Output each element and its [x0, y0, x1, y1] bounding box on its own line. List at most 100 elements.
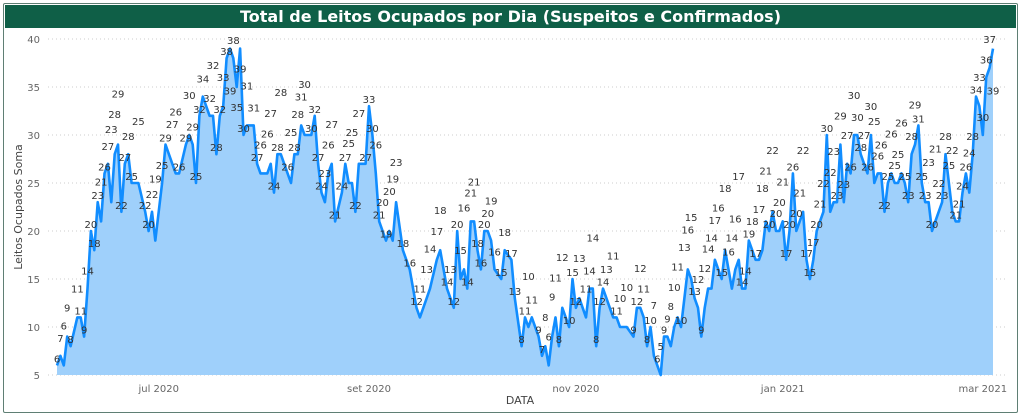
data-label: 27 [166, 120, 179, 131]
data-label: 21 [329, 210, 342, 221]
data-label: 31 [241, 81, 254, 92]
data-label: 28 [905, 132, 918, 143]
data-label: 9 [549, 293, 555, 304]
data-label: 27 [858, 131, 871, 142]
data-label: 17 [505, 249, 518, 260]
data-label: 18 [471, 239, 484, 250]
data-label: 18 [397, 239, 410, 250]
data-label: 10 [668, 283, 681, 294]
data-label: 28 [288, 143, 301, 154]
data-label: 12 [593, 297, 606, 308]
data-label: 10 [620, 283, 633, 294]
data-label: 15 [495, 268, 508, 279]
data-label: 11 [519, 306, 532, 317]
data-label: 28 [854, 143, 867, 154]
data-label: 8 [668, 302, 674, 313]
data-label: 21 [464, 188, 477, 199]
data-label: 16 [722, 247, 735, 258]
data-label: 28 [271, 143, 284, 154]
data-label: 14 [705, 234, 718, 245]
data-label: 23 [936, 191, 949, 202]
data-label: 22 [146, 190, 159, 201]
data-label: 23 [922, 158, 935, 169]
data-label: 26 [875, 140, 888, 151]
data-label: 21 [95, 177, 108, 188]
data-label: 28 [210, 143, 223, 154]
data-label: 30 [865, 102, 878, 113]
data-label: 35 [230, 103, 243, 114]
data-label: 34 [970, 86, 983, 97]
data-label: 28 [108, 110, 121, 121]
data-label: 30 [848, 91, 861, 102]
data-label: 20 [85, 220, 98, 231]
data-label: 26 [261, 129, 274, 140]
data-label: 12 [698, 264, 711, 275]
data-label: 22 [878, 201, 891, 212]
data-labels: 6769811119142018232126272328292227282525… [54, 35, 1000, 366]
chart-title: Total de Leitos Ocupados por Dia (Suspei… [5, 5, 1016, 28]
data-label: 14 [424, 245, 437, 256]
data-label: 23 [105, 125, 118, 136]
data-label: 15 [566, 268, 579, 279]
data-label: 26 [861, 162, 874, 173]
data-label: 16 [488, 247, 501, 258]
data-label: 10 [522, 272, 535, 283]
data-label: 20 [783, 220, 796, 231]
data-label: 30 [820, 124, 833, 135]
data-label: 30 [183, 91, 196, 102]
y-axis-title: Leitos Ocupados Soma [12, 144, 25, 270]
data-label: 26 [844, 162, 857, 173]
data-label: 23 [919, 191, 932, 202]
data-label: 27 [352, 109, 365, 120]
data-label: 16 [403, 258, 416, 269]
data-label: 18 [434, 206, 447, 217]
data-label: 12 [556, 253, 569, 264]
data-label: 12 [631, 297, 644, 308]
data-label: 13 [573, 254, 586, 265]
data-label: 27 [312, 153, 325, 164]
data-label: 27 [841, 131, 854, 142]
data-label: 31 [912, 114, 925, 125]
data-label: 15 [804, 268, 817, 279]
data-label: 20 [770, 209, 783, 220]
data-label: 29 [112, 90, 125, 101]
data-label: 22 [817, 179, 830, 190]
y-tick-label: 20 [27, 227, 40, 238]
data-label: 23 [902, 191, 915, 202]
data-label: 9 [535, 326, 541, 337]
data-label: 26 [369, 140, 382, 151]
data-label: 26 [254, 140, 267, 151]
data-label: 21 [373, 210, 386, 221]
data-label: 26 [98, 162, 111, 173]
data-label: 27 [339, 153, 352, 164]
data-label: 28 [274, 88, 287, 99]
data-label: 14 [702, 245, 715, 256]
data-label: 25 [915, 172, 928, 183]
data-label: 23 [831, 191, 844, 202]
data-label: 25 [156, 161, 169, 172]
data-label: 30 [366, 124, 379, 135]
data-label: 23 [91, 191, 104, 202]
data-label: 18 [719, 184, 732, 195]
data-label: 17 [780, 249, 793, 260]
y-tick-label: 35 [27, 83, 40, 94]
data-label: 6 [654, 354, 660, 365]
data-label: 29 [909, 101, 922, 112]
data-label: 25 [132, 117, 145, 128]
data-label: 8 [593, 335, 599, 346]
data-label: 8 [518, 335, 524, 346]
data-label: 22 [139, 201, 152, 212]
data-label: 25 [882, 172, 895, 183]
data-label: 13 [678, 243, 691, 254]
data-label: 6 [61, 321, 67, 332]
data-label: 17 [430, 227, 443, 238]
data-label: 11 [71, 284, 84, 295]
data-label: 11 [610, 306, 623, 317]
data-label: 21 [953, 199, 966, 210]
data-label: 20 [376, 198, 389, 209]
data-label: 20 [790, 209, 803, 220]
data-label: 22 [946, 146, 959, 157]
data-label: 14 [583, 267, 596, 278]
data-label: 22 [932, 179, 945, 190]
x-tick-label: jul 2020 [137, 384, 179, 395]
